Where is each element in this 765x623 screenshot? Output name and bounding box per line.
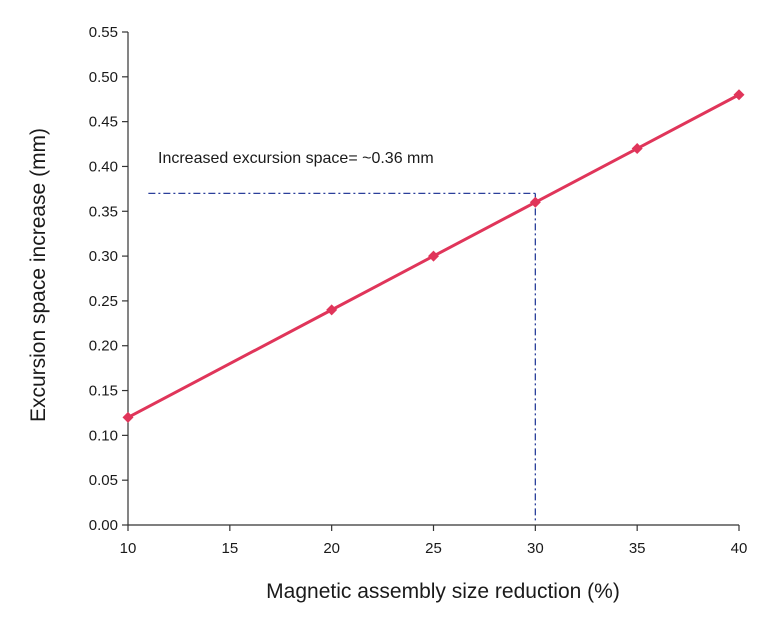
x-tick-label: 40 xyxy=(731,540,748,557)
x-tick-label: 35 xyxy=(629,540,646,557)
y-tick-label: 0.30 xyxy=(89,248,118,265)
y-tick-label: 0.00 xyxy=(89,517,118,534)
y-tick-label: 0.35 xyxy=(89,203,118,220)
y-tick-label: 0.50 xyxy=(89,69,118,86)
annotation-guides xyxy=(148,192,536,523)
y-tick-label: 0.45 xyxy=(89,114,118,131)
x-tick-label: 30 xyxy=(527,540,544,557)
y-tick-label: 0.15 xyxy=(89,383,118,400)
series-group xyxy=(122,89,745,423)
data-point-marker xyxy=(122,411,134,423)
x-tick-label: 10 xyxy=(120,540,137,557)
axes: 0.00 0.05 0.10 0.15 0.20 0.25 0.30 0.35 0.40 0.45… xyxy=(89,24,748,557)
x-tick-label: 20 xyxy=(323,540,340,557)
x-tick-label: 25 xyxy=(425,540,442,557)
y-axis-title: Excursion space increase (mm) xyxy=(27,128,50,422)
y-tick-label: 0.20 xyxy=(89,338,118,355)
data-point-marker xyxy=(529,196,541,208)
data-point-marker xyxy=(631,143,643,155)
series-line xyxy=(127,93,740,419)
annotation-text: Increased excursion space= ~0.36 mm xyxy=(158,150,434,167)
x-tick-label: 15 xyxy=(221,540,238,557)
y-tick-label: 0.25 xyxy=(89,293,118,310)
y-tick-label: 0.10 xyxy=(89,427,118,444)
data-point-marker xyxy=(428,250,439,262)
x-axis-title: Magnetic assembly size reduction (%) xyxy=(266,580,620,603)
y-tick-label: 0.55 xyxy=(89,24,118,41)
data-point-marker xyxy=(326,304,338,316)
y-tick-label: 0.40 xyxy=(89,158,118,175)
y-tick-label: 0.05 xyxy=(89,472,118,489)
data-point-marker xyxy=(733,89,745,101)
